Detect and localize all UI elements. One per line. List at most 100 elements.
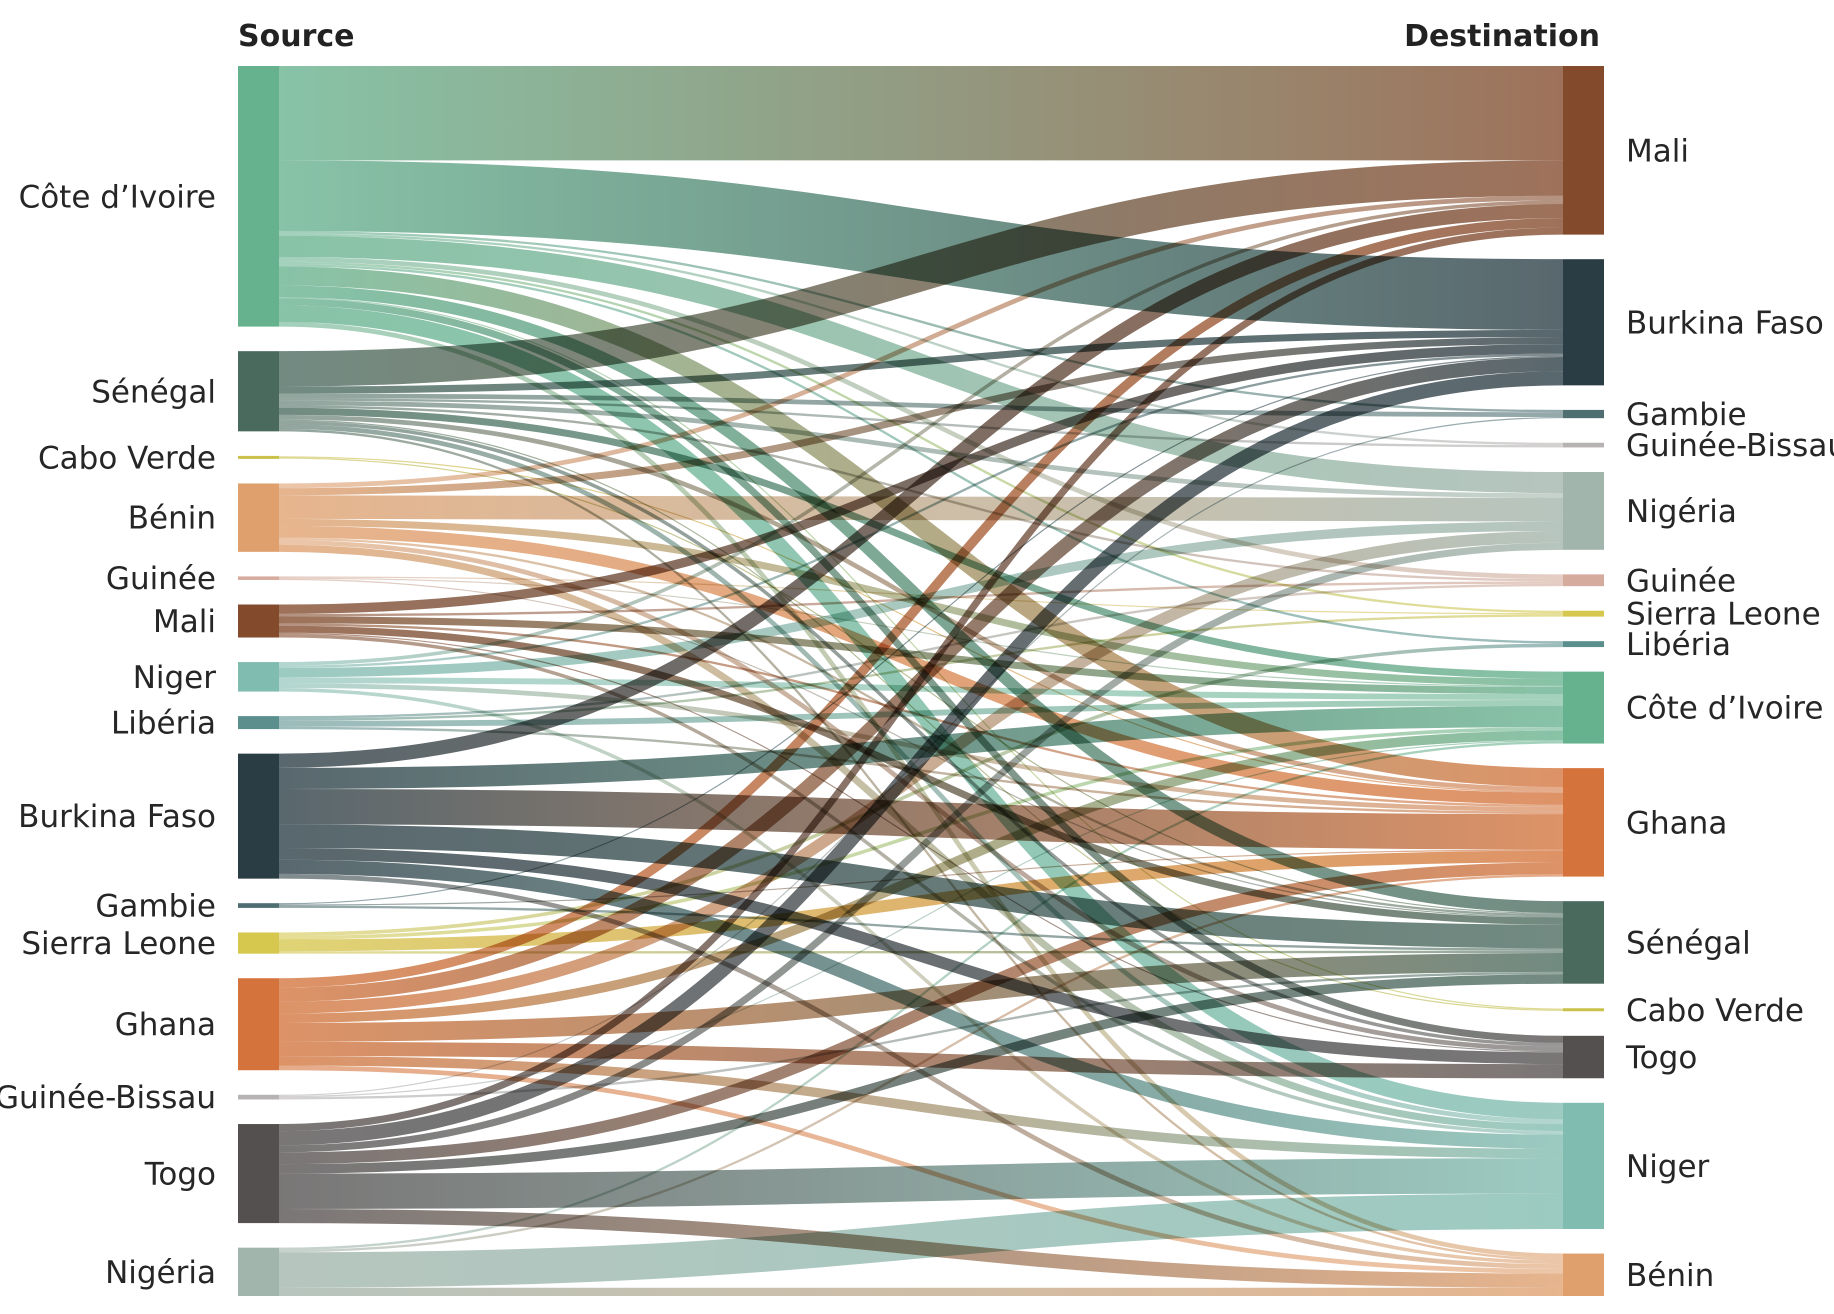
destination-label-guinee: Guinée <box>1626 563 1736 599</box>
destination-node-liberia <box>1563 641 1604 648</box>
destination-node-togo <box>1563 1035 1604 1079</box>
flow-burkina-faso-to-senegal <box>278 824 1564 949</box>
source-node-togo <box>238 1124 279 1224</box>
destination-node-sierra-leone <box>1563 610 1604 617</box>
source-node-guinee-bissau <box>238 1094 279 1100</box>
destination-node-burkina-faso <box>1563 259 1604 386</box>
destination-label-cabo-verde: Cabo Verde <box>1626 993 1804 1029</box>
destination-header: Destination <box>1404 19 1600 54</box>
source-label-nigeria: Nigéria <box>105 1255 216 1291</box>
destination-label-niger: Niger <box>1626 1149 1710 1185</box>
flow-benin-to-senegal <box>278 537 1564 917</box>
flow-links <box>278 65 1564 1296</box>
flow-benin-to-burkina-faso <box>278 337 1564 496</box>
flow-benin-to-ghana <box>278 525 1564 805</box>
source-node-nigeria <box>238 1247 279 1296</box>
flow-benin-to-nigeria <box>278 495 1564 522</box>
source-label-senegal: Sénégal <box>91 374 216 410</box>
destination-node-guinee-bissau <box>1563 442 1604 448</box>
source-node-gambie <box>238 903 279 908</box>
country-labels: Côte d’Ivoire Sénégal Cabo Verde Bénin Guiné… <box>0 133 1834 1293</box>
source-label-cote-d-ivoire: Côte d’Ivoire <box>19 179 216 215</box>
source-header: Source <box>238 19 355 54</box>
flow-senegal-to-nigeria <box>278 400 1564 498</box>
source-label-cabo-verde: Cabo Verde <box>38 440 216 476</box>
flow-ghana-to-togo <box>278 1041 1564 1079</box>
destination-label-burkina-faso: Burkina Faso <box>1626 305 1824 341</box>
source-label-guinee-bissau: Guinée-Bissau <box>0 1080 216 1116</box>
flow-senegal-to-mali <box>278 160 1564 387</box>
source-node-cabo-verde <box>238 455 279 459</box>
flow-togo-to-mali <box>278 227 1564 1132</box>
destination-label-cote-d-ivoire: Côte d’Ivoire <box>1626 691 1823 727</box>
flow-mali-to-cote-d-ivoire <box>278 616 1564 695</box>
destination-node-nigeria <box>1563 471 1604 550</box>
destination-label-senegal: Sénégal <box>1626 925 1751 961</box>
destination-node-guinee <box>1563 574 1604 587</box>
destination-node-senegal <box>1563 901 1604 984</box>
flow-sierra-leone-to-liberia <box>278 643 1564 936</box>
flow-cote-d-ivoire-to-sierra-leone <box>278 261 1564 614</box>
flow-niger-to-burkina-faso <box>278 353 1564 668</box>
country-nodes <box>238 66 1604 1296</box>
source-label-togo: Togo <box>144 1157 216 1193</box>
source-node-ghana <box>238 978 279 1071</box>
flow-senegal-to-togo <box>278 420 1564 1047</box>
destination-node-cabo-verde <box>1563 1008 1604 1012</box>
destination-label-togo: Togo <box>1625 1040 1697 1076</box>
destination-node-gambie <box>1563 409 1604 419</box>
source-label-gambie: Gambie <box>95 889 216 925</box>
flow-burkina-faso-to-ghana <box>278 789 1564 850</box>
source-label-liberia: Libéria <box>111 706 216 742</box>
flow-ghana-to-cote-d-ivoire <box>278 730 1564 1024</box>
flow-benin-to-mali <box>278 195 1564 489</box>
source-label-mali: Mali <box>153 604 216 640</box>
source-node-burkina-faso <box>238 753 279 879</box>
flow-burkina-faso-to-mali <box>278 203 1564 768</box>
flow-liberia-to-sierra-leone <box>278 614 1564 721</box>
flow-senegal-to-burkina-faso <box>278 329 1564 394</box>
source-label-benin: Bénin <box>128 501 216 537</box>
flow-guinee-to-cote-d-ivoire <box>278 577 1564 687</box>
flow-burkina-faso-to-togo <box>278 847 1564 1065</box>
destination-node-cote-d-ivoire <box>1563 671 1604 744</box>
source-label-guinee: Guinée <box>106 561 216 597</box>
flow-nigeria-to-niger <box>278 1193 1564 1288</box>
flow-nigeria-to-ghana <box>278 874 1564 1253</box>
source-node-senegal <box>238 351 279 432</box>
flow-togo-to-nigeria <box>278 542 1564 1153</box>
flow-senegal-to-cote-d-ivoire <box>278 407 1564 679</box>
destination-node-mali <box>1563 66 1604 235</box>
destination-label-benin: Bénin <box>1626 1258 1714 1294</box>
flow-ghana-to-niger <box>278 1056 1564 1159</box>
flow-togo-to-senegal <box>278 974 1564 1174</box>
flow-ghana-to-mali <box>278 218 1564 988</box>
source-node-mali <box>238 604 279 638</box>
source-node-niger <box>238 662 279 692</box>
flow-cabo-verde-to-ghana <box>278 456 1564 793</box>
destination-label-ghana: Ghana <box>1626 805 1727 841</box>
destination-node-niger <box>1563 1102 1604 1229</box>
flow-senegal-to-gambie <box>278 393 1564 417</box>
source-node-sierra-leone <box>238 932 279 954</box>
flow-gambie-to-senegal <box>278 905 1564 951</box>
source-node-cote-d-ivoire <box>238 66 279 327</box>
flow-togo-to-ghana <box>278 862 1564 1165</box>
flow-benin-to-niger <box>278 544 1564 1132</box>
source-label-sierra-leone: Sierra Leone <box>21 926 216 962</box>
flow-ghana-to-senegal <box>278 953 1564 1042</box>
flow-cote-d-ivoire-to-ghana <box>278 266 1564 787</box>
flow-senegal-to-guinee-bissau <box>278 398 1564 448</box>
flow-sierra-leone-to-cote-d-ivoire <box>278 727 1564 940</box>
destination-label-mali: Mali <box>1626 133 1689 169</box>
flow-niger-to-mali <box>278 200 1564 666</box>
flow-cote-d-ivoire-to-liberia <box>278 264 1564 644</box>
destination-label-liberia: Libéria <box>1626 627 1731 663</box>
flow-liberia-to-guinee <box>278 583 1564 719</box>
flow-nigeria-to-cote-d-ivoire <box>278 741 1564 1251</box>
destination-node-benin <box>1563 1253 1604 1296</box>
destination-label-gambie: Gambie <box>1626 397 1747 433</box>
destination-label-guinee-bissau: Guinée-Bissau <box>1626 428 1834 464</box>
source-node-liberia <box>238 716 279 730</box>
